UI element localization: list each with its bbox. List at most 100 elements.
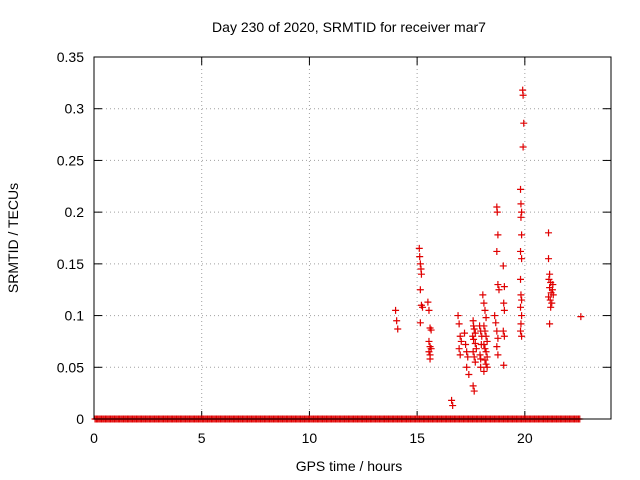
x-tick-label: 5 [198, 430, 206, 446]
data-point [477, 355, 485, 363]
data-point [517, 200, 525, 208]
data-point [518, 332, 526, 340]
x-tick-label: 20 [517, 430, 533, 446]
data-point [499, 262, 507, 270]
data-point [548, 286, 556, 294]
data-point [471, 358, 479, 366]
data-point [417, 270, 425, 278]
data-point [494, 334, 502, 342]
x-tick-label: 0 [90, 430, 98, 446]
data-point [500, 332, 508, 340]
data-point [472, 345, 480, 353]
data-point [495, 286, 503, 294]
data-point [480, 299, 488, 307]
data-point [456, 351, 464, 359]
data-point [426, 355, 434, 363]
data-point [425, 306, 433, 314]
data-point [518, 231, 526, 239]
data-point [416, 286, 424, 294]
data-point [519, 91, 527, 99]
data-point [461, 329, 469, 337]
data-point [481, 306, 489, 314]
data-point [493, 327, 501, 335]
data-point [517, 291, 525, 299]
data-point [517, 303, 525, 311]
data-point [518, 208, 526, 216]
data-point [481, 356, 489, 364]
data-point [469, 382, 477, 390]
data-point [456, 332, 464, 340]
y-tick-label: 0 [76, 411, 84, 427]
data-point [415, 244, 423, 252]
data-point [419, 303, 427, 311]
data-point [470, 387, 478, 395]
data-point [394, 325, 402, 333]
data-point [393, 317, 401, 325]
data-point [482, 348, 490, 356]
data-point [470, 335, 478, 343]
data-point [480, 322, 488, 330]
y-tick-label: 0.1 [65, 308, 85, 324]
data-point [427, 326, 435, 334]
data-point [470, 322, 478, 330]
data-point [481, 345, 489, 353]
data-point [545, 293, 553, 301]
data-point [416, 260, 424, 268]
data-point [545, 229, 553, 237]
data-point [470, 325, 478, 333]
data-point [480, 341, 488, 349]
data-point [500, 361, 508, 369]
axis-ticks [93, 56, 611, 420]
data-point [481, 327, 489, 335]
y-tick-label: 0.35 [57, 49, 84, 65]
data-point [518, 312, 526, 320]
data-point [548, 299, 556, 307]
data-point [577, 313, 585, 321]
data-point [462, 341, 470, 349]
data-point [491, 312, 499, 320]
data-point [493, 208, 501, 216]
data-point [416, 319, 424, 327]
x-axis-label: GPS time / hours [296, 458, 403, 474]
chart-title: Day 230 of 2020, SRMTID for receiver mar… [212, 19, 486, 35]
data-point [518, 255, 526, 263]
y-tick-label: 0.05 [57, 359, 84, 375]
tick-labels: 0 0.05 0.1 0.15 0.2 0.25 0.3 0.35 0 5 10 15 20 [57, 49, 533, 446]
data-point [424, 298, 432, 306]
data-point [500, 283, 508, 291]
data-point [517, 320, 525, 328]
data-point [479, 291, 487, 299]
data-point [482, 360, 490, 368]
data-point [493, 247, 501, 255]
data-point [547, 303, 555, 311]
data-point [465, 371, 473, 379]
data-point [425, 348, 433, 356]
data-point [463, 363, 471, 371]
data-point [494, 281, 502, 289]
data-point [549, 291, 557, 299]
data-point [470, 353, 478, 361]
data-point [517, 185, 525, 193]
data-point [483, 337, 491, 345]
data-point [494, 231, 502, 239]
y-tick-label: 0.25 [57, 152, 84, 168]
grid [94, 57, 611, 419]
data-point [454, 312, 462, 320]
data-point [499, 327, 507, 335]
data-point [469, 332, 477, 340]
data-point [455, 320, 463, 328]
data-point [392, 306, 400, 314]
data-point [483, 363, 491, 371]
data-point [517, 247, 525, 255]
plot-frame [93, 56, 612, 420]
data-point [463, 348, 471, 356]
data-point [480, 367, 488, 375]
y-tick-label: 0.15 [57, 256, 84, 272]
data-point [546, 270, 554, 278]
data-point [518, 296, 526, 304]
data-points [392, 86, 585, 410]
data-point [500, 299, 508, 307]
data-point [425, 337, 433, 345]
data-point [546, 320, 554, 328]
